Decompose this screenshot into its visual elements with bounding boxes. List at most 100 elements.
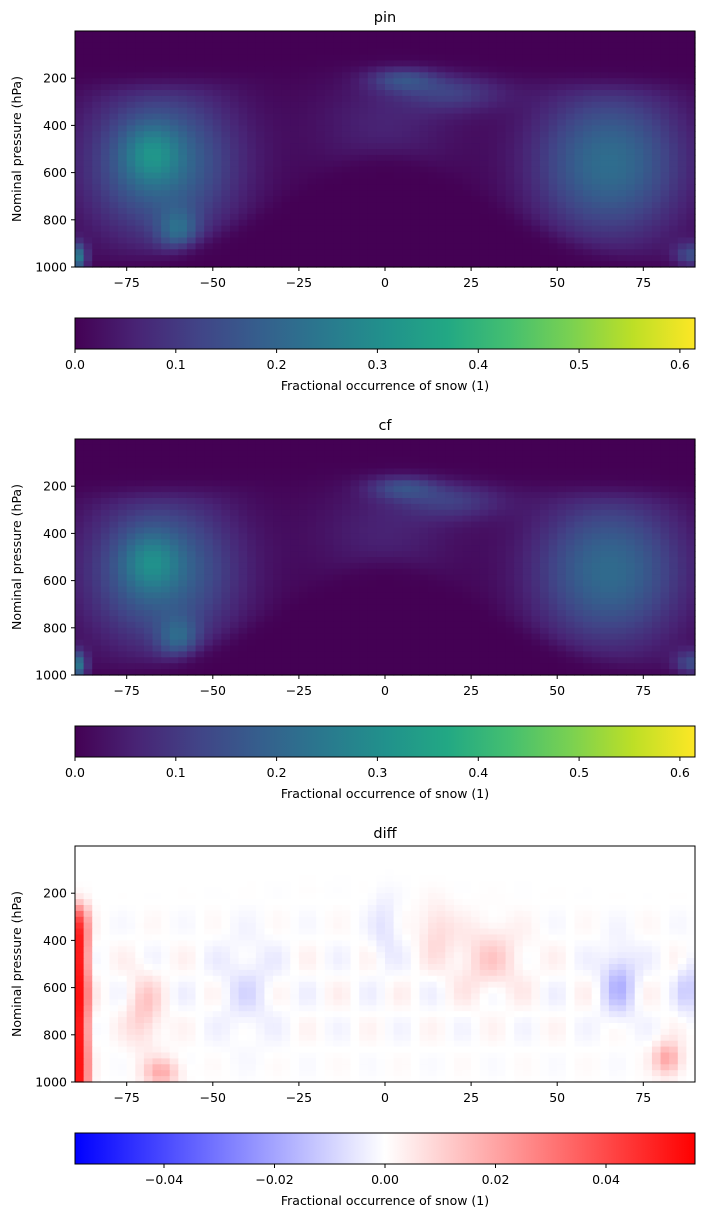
heatmap-cell	[298, 154, 309, 162]
heatmap-cell	[565, 137, 576, 144]
panel-title: cf	[378, 418, 392, 434]
heatmap-cell	[83, 533, 93, 540]
heatmap-cell	[393, 237, 403, 244]
heatmap-cell	[660, 202, 670, 209]
heatmap-cell	[436, 78, 446, 85]
heatmap-cell	[436, 219, 446, 227]
heatmap-cell	[247, 131, 257, 138]
heatmap-cell	[281, 255, 291, 262]
heatmap-cell	[557, 539, 567, 546]
heatmap-cell	[531, 468, 541, 475]
heatmap-cell	[135, 219, 145, 227]
heatmap-cell	[445, 160, 455, 168]
heatmap-cell	[333, 474, 343, 481]
heatmap-cell	[445, 521, 455, 529]
heatmap-cell	[178, 119, 188, 126]
heatmap-cell	[488, 60, 498, 67]
heatmap-cell	[574, 107, 584, 115]
heatmap-cell	[341, 444, 352, 452]
heatmap-cell	[281, 90, 291, 97]
heatmap-cell	[195, 178, 205, 185]
heatmap-cell	[574, 243, 584, 250]
heatmap-cell	[178, 219, 188, 227]
heatmap-cell	[135, 498, 145, 505]
heatmap-cell	[565, 498, 576, 505]
heatmap-cell	[316, 131, 326, 138]
heatmap-cell	[540, 509, 550, 517]
heatmap-cell	[677, 557, 687, 564]
heatmap-cell	[488, 84, 498, 91]
heatmap-cell	[669, 503, 679, 511]
heatmap-cell	[230, 462, 240, 470]
heatmap-cell	[221, 190, 231, 197]
heatmap-cell	[660, 36, 670, 44]
heatmap-cell	[419, 539, 429, 546]
heatmap-cell	[540, 166, 550, 174]
heatmap-cell	[75, 90, 85, 97]
heatmap-cell	[479, 521, 489, 529]
heatmap-cell	[488, 456, 498, 464]
heatmap-cell	[152, 503, 162, 511]
heatmap-cell	[591, 178, 601, 185]
heatmap-cell	[186, 533, 197, 540]
heatmap-cell	[178, 462, 188, 470]
heatmap-cell	[75, 539, 85, 546]
heatmap-cell	[453, 562, 464, 570]
heatmap-cell	[212, 509, 222, 517]
heatmap-cell	[540, 66, 550, 73]
heatmap-cell	[643, 568, 653, 576]
heatmap-cell	[479, 468, 489, 475]
heatmap-cell	[626, 208, 636, 215]
heatmap-cell	[505, 592, 515, 599]
heatmap-cell	[152, 261, 162, 268]
heatmap-cell	[410, 444, 421, 452]
heatmap-cell	[496, 237, 507, 244]
heatmap-cell	[402, 225, 412, 233]
heatmap-cell	[617, 84, 627, 91]
heatmap-cell	[608, 243, 619, 250]
heatmap-cell	[178, 178, 188, 185]
heatmap-cell	[100, 249, 111, 256]
heatmap-cell	[281, 249, 291, 256]
heatmap-cell	[393, 574, 403, 582]
heatmap-cell	[238, 492, 248, 499]
heatmap-cell	[651, 439, 662, 446]
heatmap-cell	[324, 439, 334, 446]
heatmap-cell	[583, 95, 593, 103]
heatmap-cell	[169, 509, 179, 517]
heatmap-cell	[100, 480, 111, 487]
heatmap-cell	[677, 137, 687, 144]
heatmap-cell	[221, 492, 231, 499]
heatmap-cell	[350, 562, 360, 570]
heatmap-cell	[255, 243, 266, 250]
heatmap-cell	[410, 143, 421, 150]
heatmap-cell	[341, 486, 352, 493]
heatmap-cell	[462, 545, 472, 552]
heatmap-cell	[290, 160, 300, 168]
heatmap-cell	[143, 444, 154, 452]
heatmap-cell	[557, 48, 567, 56]
heatmap-cell	[496, 36, 507, 44]
heatmap-cell	[574, 503, 584, 511]
heatmap-cell	[669, 439, 679, 446]
heatmap-cell	[298, 178, 309, 185]
heatmap-cell	[221, 580, 231, 588]
heatmap-cell	[212, 131, 222, 138]
heatmap-cell	[118, 48, 128, 56]
heatmap-cell	[92, 31, 102, 38]
heatmap-cell	[238, 119, 248, 126]
heatmap-cell	[428, 219, 438, 227]
heatmap-cell	[479, 604, 489, 611]
heatmap-cell	[221, 545, 231, 552]
heatmap-cell	[221, 172, 231, 180]
heatmap-cell	[247, 598, 257, 605]
heatmap-cell	[273, 190, 283, 197]
heatmap-cell	[410, 539, 421, 546]
heatmap-cell	[333, 184, 343, 191]
heatmap-cell	[522, 184, 532, 191]
heatmap-cell	[169, 107, 179, 115]
heatmap-cell	[634, 557, 644, 564]
heatmap-cell	[264, 533, 274, 540]
heatmap-cell	[230, 498, 240, 505]
heatmap-cell	[583, 249, 593, 256]
